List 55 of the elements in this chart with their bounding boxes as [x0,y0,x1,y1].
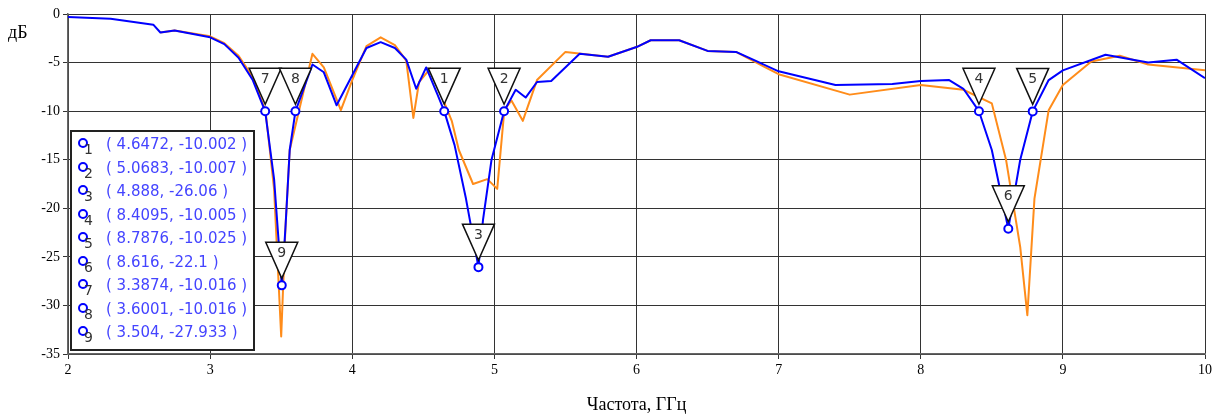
text: 5 [84,235,93,251]
annotation: ( 3.6001, -10.016 ) [106,299,248,318]
annotation: 3 [474,225,483,242]
x-tick-label: 5 [490,362,498,378]
annotation: 4 [974,69,984,86]
y-tick-label: -15 [41,151,60,167]
point [1003,223,1014,234]
point [276,280,287,291]
annotation: ( 5.0683, -10.007 ) [106,158,248,177]
y-tick-label: 0 [53,5,60,21]
annotation: 5 [1028,70,1038,87]
annotation: ( 4.6472, -10.002 ) [106,135,248,153]
annotation: 7 [260,69,270,86]
y-tick-label: -35 [41,345,60,361]
y-axis-title: дБ [8,22,28,43]
y-tick-label: -30 [41,297,60,313]
text: 8 [84,305,93,322]
x-axis-title: Частота, ГГц [585,394,688,415]
text: 9 [84,329,93,345]
point [290,106,301,117]
annotation: 9 [277,243,287,260]
x-tick-label: 6 [633,362,640,378]
annotation: 8 [290,69,300,86]
point [973,106,984,117]
text: 7 [84,282,93,298]
point [1027,106,1038,117]
y-tick-label: -10 [41,102,60,118]
annotation: ( 3.3874, -10.016 ) [106,276,248,294]
x-tick-label: 3 [206,362,214,378]
point [499,106,510,117]
text: 2 [84,164,93,181]
x-tick-label: 9 [1059,362,1067,378]
annotation: 6 [1003,187,1013,204]
text: 4 [84,211,93,228]
y-tick-label: -5 [48,54,60,70]
point [439,106,450,117]
y-tick-label: -25 [41,248,60,264]
x-tick-label: 7 [775,362,783,378]
x-tick-label: 4 [348,362,356,378]
x-tick-label: 10 [1198,362,1212,378]
annotation: 1 [439,69,449,86]
annotation: ( 8.616, -22.1 ) [106,252,219,271]
annotation: ( 8.4095, -10.005 ) [106,205,248,224]
x-tick-label: 2 [64,362,72,378]
text: 3 [84,188,93,204]
text: 6 [84,258,93,275]
annotation: ( 3.504, -27.933 ) [106,323,238,341]
y-tick-label: -20 [41,199,60,215]
annotation: 2 [499,69,509,86]
annotation: ( 8.7876, -10.025 ) [106,229,248,247]
point [260,106,271,117]
point [473,262,484,273]
text: 1 [84,141,93,157]
annotation: ( 4.888, -26.06 ) [106,182,229,200]
x-tick-label: 8 [917,362,925,378]
